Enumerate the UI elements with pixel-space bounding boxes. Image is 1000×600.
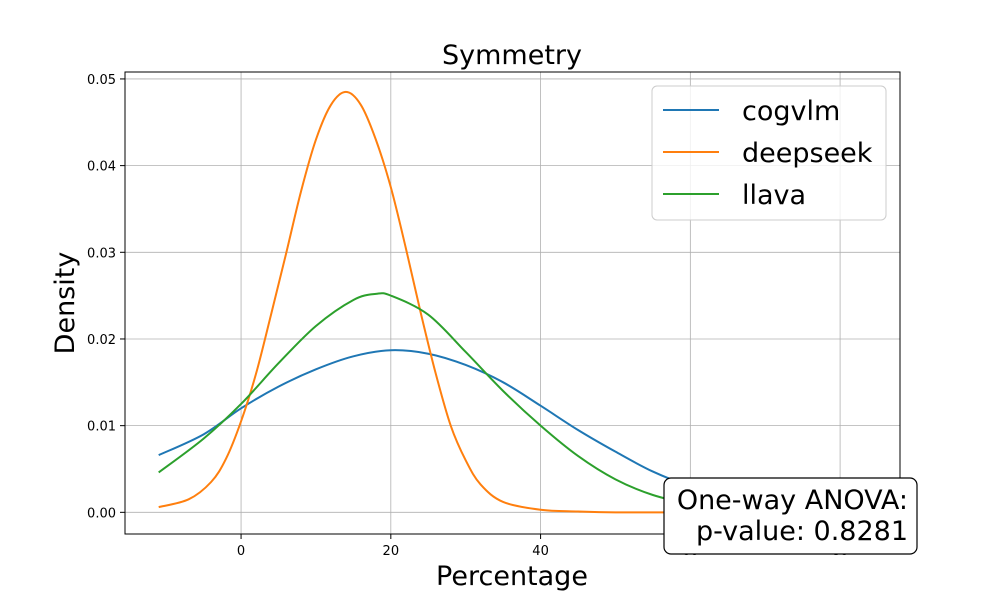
y-tick-label: 0.01 [87,420,116,435]
anova-annotation: One-way ANOVA: p-value: 0.8281 [663,477,918,555]
anova-box [663,477,918,555]
chart-title: Symmetry [442,40,582,71]
anova-p-value: p-value: 0.8281 [696,516,908,547]
legend: cogvlm deepseek llava [651,85,887,221]
x-tick-label: 40 [532,544,549,559]
legend-label-deepseek: deepseek [742,138,873,169]
legend-box [651,85,887,221]
x-tick-label: 0 [237,544,245,559]
plot-frame [124,71,901,535]
y-tick-label: 0.00 [87,506,116,521]
y-tick-label: 0.04 [87,160,116,175]
x-tick-label: 20 [383,544,400,559]
anova-title: One-way ANOVA: [677,485,908,516]
legend-label-llava: llava [742,180,806,211]
y-axis-label: Density [50,252,81,355]
y-tick-label: 0.02 [87,333,116,348]
y-ticks: 0.00 0.01 0.02 0.03 0.04 0.05 [87,73,125,521]
x-axis-label: Percentage [436,561,588,592]
y-tick-label: 0.03 [87,246,116,261]
y-tick-label: 0.05 [87,73,116,88]
legend-label-cogvlm: cogvlm [742,96,840,127]
